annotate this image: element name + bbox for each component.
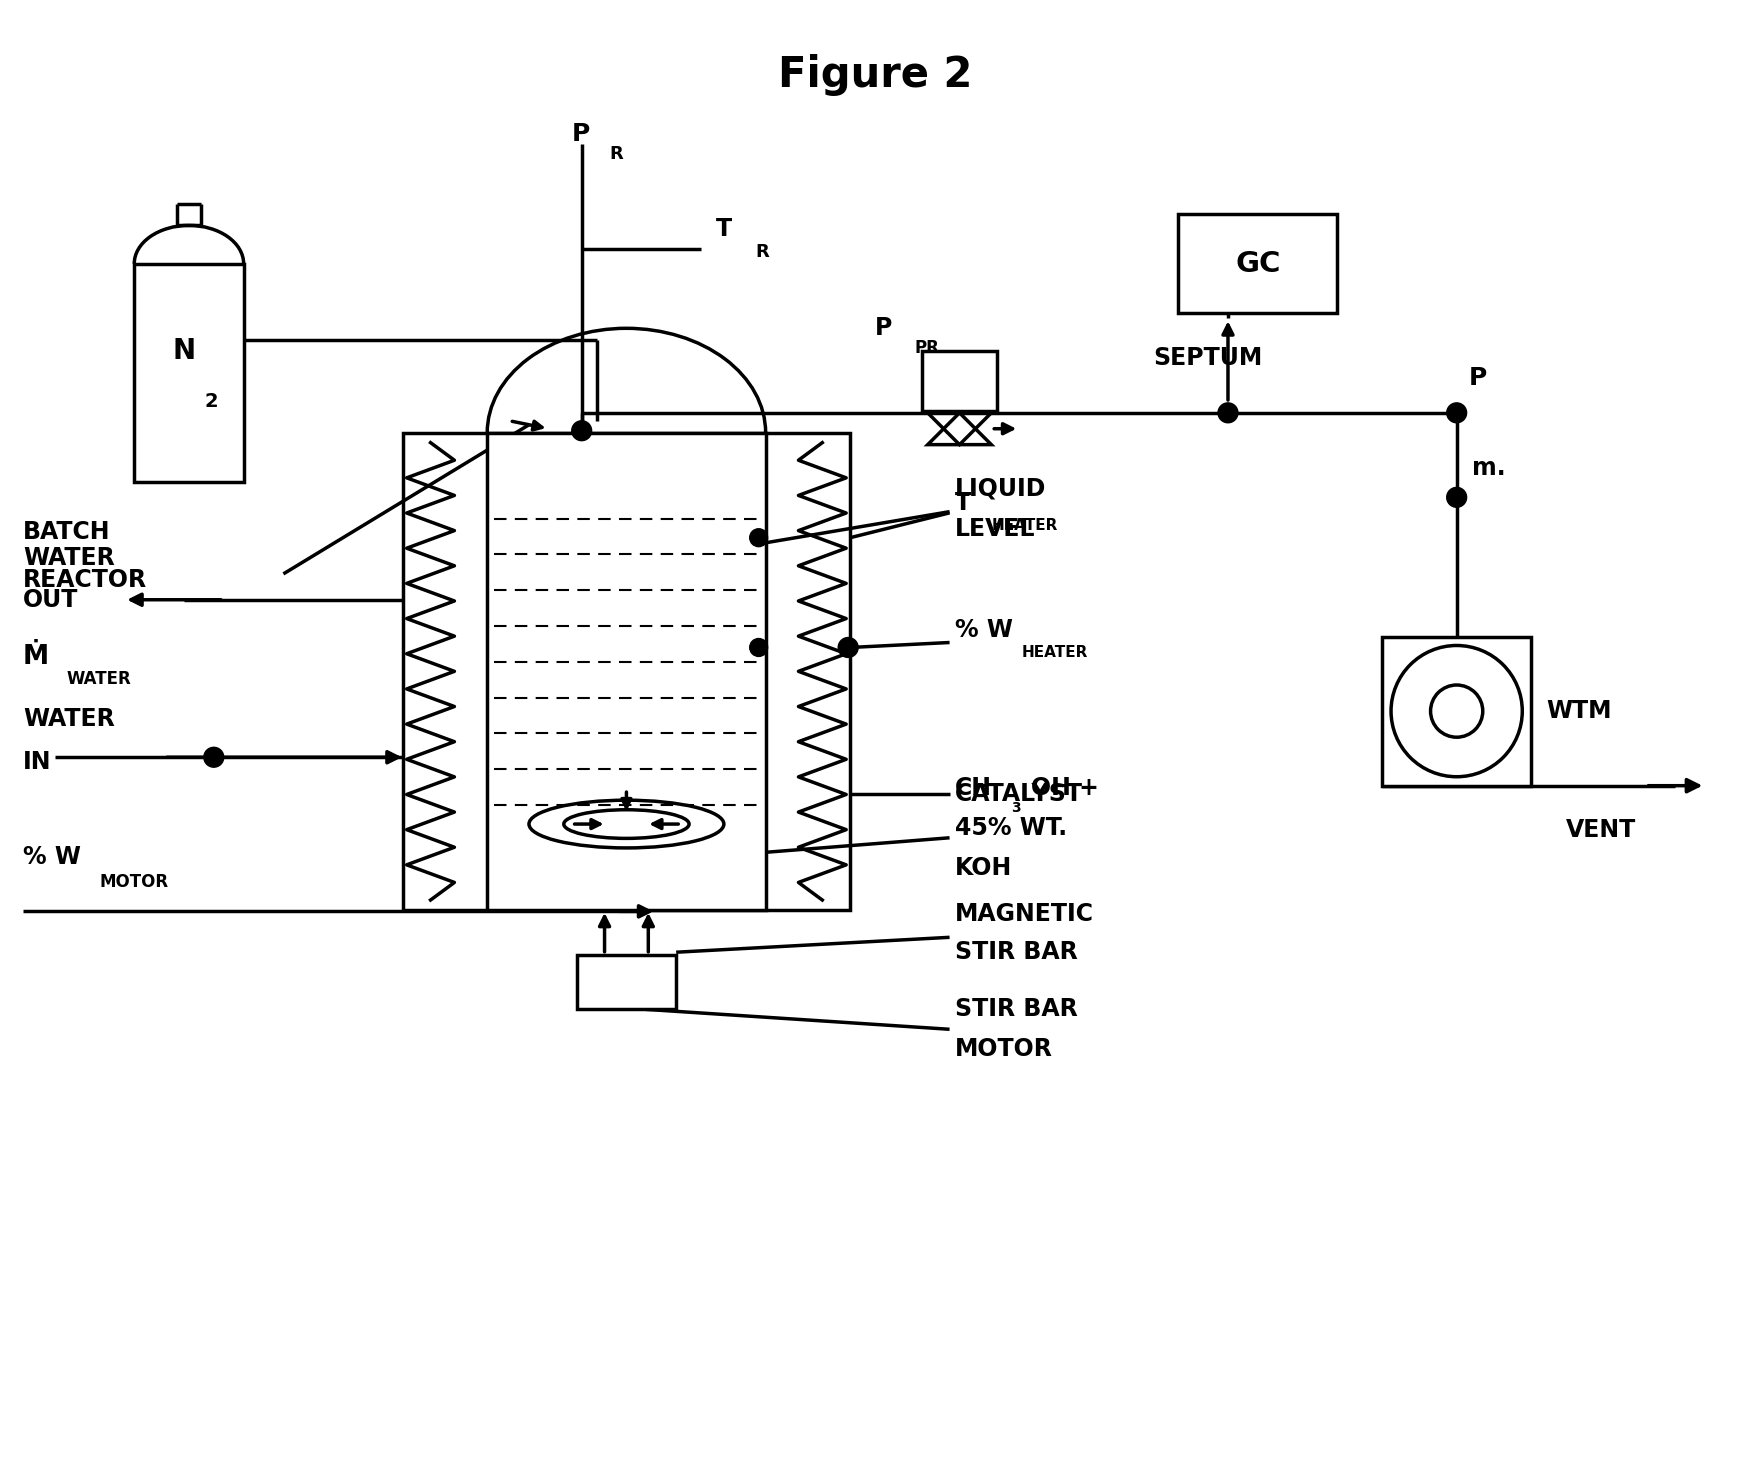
Circle shape [839, 637, 858, 657]
Text: R: R [609, 145, 623, 164]
Text: 45% WT.: 45% WT. [954, 815, 1066, 840]
Circle shape [749, 638, 767, 656]
Text: HEATER: HEATER [991, 519, 1058, 533]
Text: STIR BAR: STIR BAR [954, 998, 1077, 1021]
Text: 2: 2 [205, 392, 217, 411]
Text: WATER: WATER [67, 671, 131, 688]
Text: MOTOR: MOTOR [100, 872, 168, 891]
Text: Ṁ: Ṁ [23, 644, 49, 671]
Text: OH +: OH + [1031, 776, 1100, 801]
Text: MOTOR: MOTOR [954, 1037, 1052, 1061]
Text: T: T [716, 216, 732, 241]
Text: REACTOR: REACTOR [23, 568, 147, 592]
Text: T: T [954, 491, 970, 514]
Bar [487, 432, 765, 910]
Text: P: P [876, 317, 893, 340]
Text: CATALYST: CATALYST [954, 782, 1082, 806]
Text: % W: % W [954, 618, 1012, 641]
Text: % W: % W [23, 844, 81, 869]
Text: IN: IN [23, 749, 51, 774]
Text: 3: 3 [1012, 801, 1021, 815]
Text: BATCH: BATCH [23, 520, 110, 543]
Circle shape [749, 529, 767, 546]
Text: LIQUID: LIQUID [954, 476, 1045, 501]
Text: GC: GC [1234, 250, 1280, 278]
Circle shape [1219, 403, 1238, 422]
Text: P: P [1469, 367, 1487, 390]
Bar [921, 351, 998, 411]
Text: m.: m. [1471, 456, 1506, 479]
Circle shape [1446, 488, 1467, 507]
Bar [1178, 213, 1338, 314]
Bar [403, 432, 851, 910]
Circle shape [203, 748, 224, 767]
Text: R: R [756, 243, 769, 260]
Text: OUT: OUT [23, 587, 79, 612]
Text: PR: PR [914, 339, 940, 356]
Bar [1382, 637, 1530, 786]
Text: P: P [573, 123, 590, 146]
Text: WTM: WTM [1546, 700, 1611, 723]
Circle shape [1446, 403, 1467, 422]
Text: MAGNETIC: MAGNETIC [954, 903, 1094, 926]
Text: CH: CH [954, 776, 991, 801]
Bar [135, 263, 243, 482]
Text: WATER: WATER [23, 707, 114, 732]
Text: Figure 2: Figure 2 [777, 54, 972, 96]
Text: STIR BAR: STIR BAR [954, 941, 1077, 964]
Text: WATER: WATER [23, 546, 114, 570]
Text: KOH: KOH [954, 856, 1012, 880]
Circle shape [573, 421, 592, 441]
Text: VENT: VENT [1565, 818, 1635, 843]
Text: LEVEL: LEVEL [954, 517, 1035, 541]
Bar [576, 954, 676, 1010]
Text: HEATER: HEATER [1021, 644, 1087, 660]
Text: N: N [172, 337, 196, 365]
Text: SEPTUM: SEPTUM [1154, 346, 1262, 370]
